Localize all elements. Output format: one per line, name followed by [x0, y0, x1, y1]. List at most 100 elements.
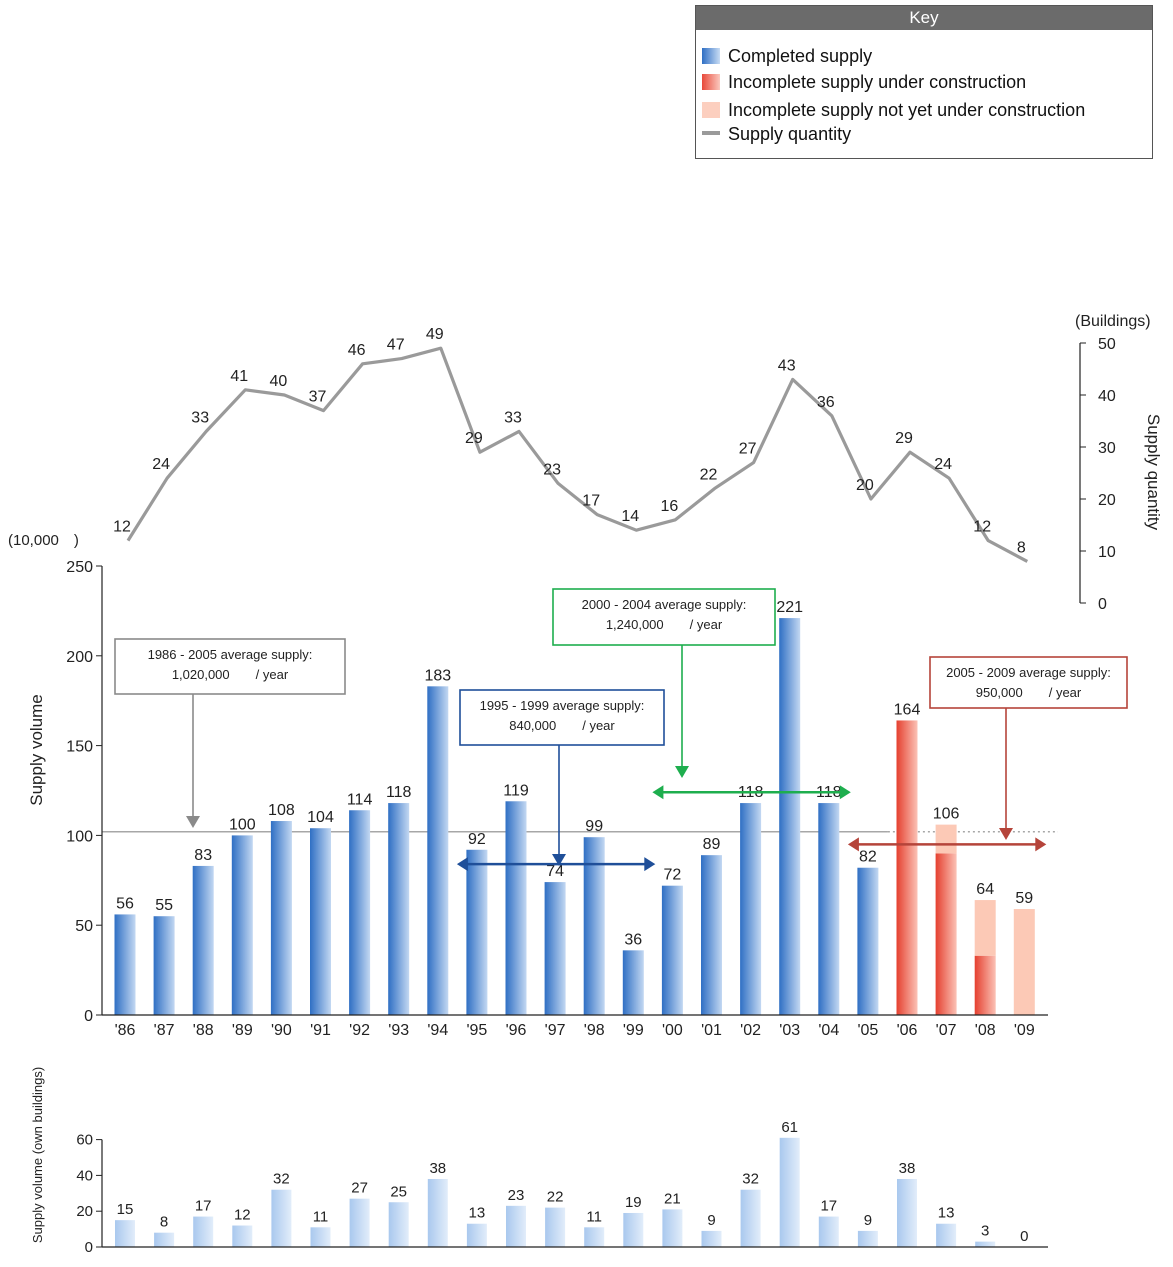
- own-bar-value-label: 15: [117, 1201, 134, 1218]
- main-y-tick-label: 150: [66, 739, 93, 756]
- annotation-1995-1999-arrowhead-left: [456, 857, 468, 872]
- own-bar: [701, 1230, 722, 1247]
- supply-quantity-point-label: 41: [230, 368, 248, 385]
- annotation-2000-2004-arrowhead: [675, 766, 689, 778]
- supply-bar-value-label: 64: [976, 881, 994, 898]
- annotation-2005-2009-arrowhead-left: [847, 837, 859, 852]
- own-bar: [857, 1230, 878, 1247]
- supply-bar-value-label: 114: [347, 791, 373, 808]
- annotation-1995-1999-arrowhead: [552, 854, 566, 866]
- main-x-tick-label: '94: [427, 1022, 448, 1039]
- supply-bar-value-label: 72: [664, 867, 682, 884]
- legend-swatch-completed: [702, 48, 720, 64]
- main-x-tick-label: '05: [857, 1022, 878, 1039]
- supply-bar-value-label: 118: [386, 784, 412, 801]
- legend: Key Completed supply Incomplete supply u…: [695, 5, 1153, 159]
- own-bar: [506, 1205, 526, 1247]
- main-x-tick-label: '88: [193, 1022, 214, 1039]
- own-bar-value-label: 23: [508, 1187, 525, 1204]
- supply-bar-completed: [622, 950, 644, 1015]
- legend-swatch-under-construction: [702, 74, 720, 90]
- main-x-tick-label: '03: [779, 1022, 800, 1039]
- annotation-2005-2009-box: [929, 656, 1128, 709]
- main-x-tick-label: '00: [662, 1022, 683, 1039]
- supply-quantity-point-label: 24: [934, 456, 952, 473]
- supply-quantity-point-label: 40: [270, 373, 288, 390]
- own-bar: [662, 1209, 683, 1247]
- supply-bar-value-label: 89: [703, 836, 721, 853]
- supply-bar-completed: [388, 803, 410, 1015]
- own-bar: [897, 1178, 917, 1247]
- supply-bar-value-label: 119: [503, 782, 529, 799]
- quantity-y-tick-label: 30: [1098, 440, 1116, 457]
- own-bar-value-label: 21: [664, 1190, 681, 1207]
- main-y-tick-label: 100: [66, 828, 93, 845]
- own-bar-value-label: 13: [469, 1205, 486, 1222]
- supply-bar-value-label: 106: [933, 806, 960, 823]
- own-bar-value-label: 3: [981, 1223, 989, 1240]
- own-bar-value-label: 27: [351, 1180, 368, 1197]
- annotation-2005-2009-arrowhead-right: [1035, 837, 1047, 852]
- annotation-1986-2005-arrowhead: [186, 816, 200, 828]
- main-x-tick-label: '08: [975, 1022, 996, 1039]
- annotation-2000-2004-box: [552, 588, 776, 646]
- own-bar-value-label: 61: [781, 1119, 798, 1136]
- supply-quantity-line: [126, 346, 1029, 563]
- main-x-tick-label: '07: [936, 1022, 957, 1039]
- supply-bar-completed: [544, 882, 566, 1015]
- supply-quantity-point-label: 8: [1017, 539, 1026, 556]
- supply-quantity-point-label: 49: [426, 326, 444, 343]
- legend-item-completed: Completed supply: [702, 46, 872, 67]
- main-x-tick-label: '09: [1014, 1022, 1035, 1039]
- own-bar-value-label: 38: [429, 1160, 446, 1177]
- annotation-2000-2004-text-line2: 1,240,000 / year: [606, 617, 723, 632]
- own-bar-value-label: 32: [273, 1171, 290, 1188]
- own-bar: [193, 1216, 214, 1247]
- own-bar: [740, 1189, 761, 1247]
- supply-quantity-point-label: 12: [113, 519, 131, 536]
- main-x-tick-label: '95: [466, 1022, 487, 1039]
- supply-bar-completed: [505, 801, 527, 1015]
- own-bar-value-label: 38: [899, 1160, 916, 1177]
- supply-bar-completed: [857, 867, 879, 1015]
- supply-quantity-point-label: 33: [191, 409, 209, 426]
- own-bar-value-label: 0: [1020, 1228, 1028, 1245]
- supply-bar-completed: [427, 686, 449, 1015]
- main-x-tick-label: '01: [701, 1022, 722, 1039]
- main-x-tick-label: '87: [154, 1022, 175, 1039]
- own-y-tick-label: 60: [76, 1132, 93, 1149]
- quantity-y-tick-label: 10: [1098, 544, 1116, 561]
- supply-quantity-point-label: 20: [856, 477, 874, 494]
- legend-title: Key: [696, 6, 1152, 30]
- main-x-tick-label: '02: [740, 1022, 761, 1039]
- annotation-2005-2009-text-line1: 2005 - 2009 average supply:: [946, 665, 1111, 680]
- own-bar-value-label: 17: [195, 1198, 212, 1215]
- own-bar: [975, 1241, 996, 1247]
- own-y-tick-label: 40: [76, 1167, 93, 1184]
- annotation-1986-2005-box: [114, 638, 346, 695]
- supply-quantity-point-label: 17: [582, 493, 600, 510]
- supply-bar-completed: [270, 821, 292, 1015]
- supply-quantity-point-label: 29: [465, 430, 483, 447]
- supply-bar-completed: [779, 618, 801, 1015]
- own-bar: [349, 1198, 370, 1247]
- annotation-2005-2009-arrowhead: [999, 828, 1013, 840]
- annotation-2005-2009-text-line2: 950,000 / year: [976, 685, 1082, 700]
- main-y-tick-label: 250: [66, 559, 93, 576]
- own-bar-value-label: 11: [313, 1208, 329, 1225]
- legend-item-under-construction: Incomplete supply under construction: [702, 72, 1026, 93]
- main-x-tick-label: '93: [388, 1022, 409, 1039]
- own-bar-value-label: 19: [625, 1194, 642, 1211]
- supply-bar-under-construction: [896, 720, 918, 1015]
- main-x-tick-label: '06: [897, 1022, 918, 1039]
- own-bar: [427, 1178, 448, 1247]
- legend-item-supply-quantity: Supply quantity: [702, 124, 851, 145]
- own-bar: [115, 1220, 135, 1247]
- own-y-tick-label: 20: [76, 1203, 93, 1220]
- own-bar: [623, 1212, 644, 1247]
- quantity-y-tick-label: 0: [1098, 596, 1107, 613]
- main-x-tick-label: '97: [545, 1022, 566, 1039]
- supply-bar-not-yet: [935, 824, 957, 854]
- own-bar: [584, 1227, 605, 1247]
